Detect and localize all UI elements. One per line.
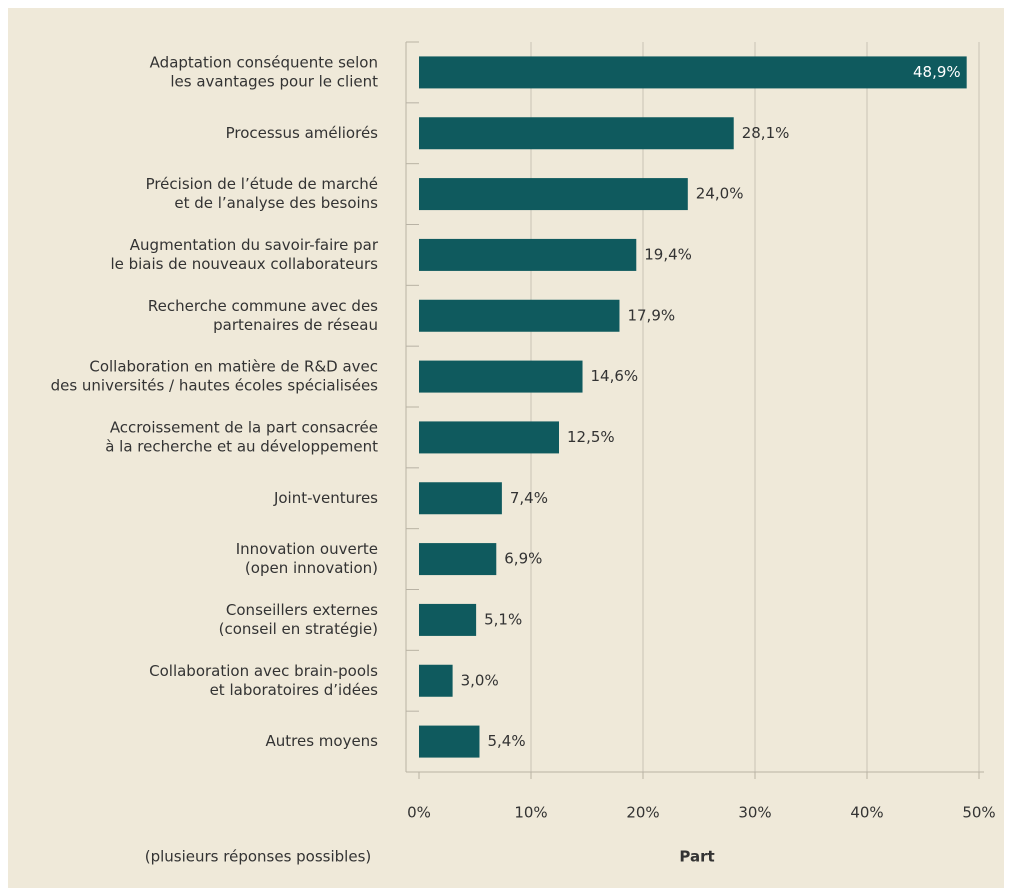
category-label: le biais de nouveaux collaborateurs [110, 255, 378, 273]
category-label: Conseillers externes [226, 601, 378, 619]
bar [419, 421, 559, 454]
value-label: 28,1% [742, 124, 790, 142]
value-label: 6,9% [504, 550, 542, 568]
value-label: 24,0% [696, 185, 744, 203]
category-label: (conseil en stratégie) [219, 620, 378, 638]
value-label: 7,4% [510, 489, 548, 507]
x-tick-label: 0% [407, 804, 431, 822]
value-label: 17,9% [627, 306, 675, 324]
category-label: les avantages pour le client [170, 72, 378, 90]
bar [419, 725, 480, 758]
note: (plusieurs réponses possibles) [145, 848, 372, 866]
category-label: Précision de l’étude de marché [146, 175, 378, 193]
category-label: Accroissement de la part consacrée [110, 418, 378, 436]
category-label: Joint-ventures [273, 489, 378, 507]
category-label: Collaboration en matière de R&D avec [89, 358, 378, 376]
bar [419, 360, 583, 393]
value-label: 14,6% [591, 367, 639, 385]
bar [419, 603, 477, 636]
category-label: Collaboration avec brain-pools [149, 662, 378, 680]
value-label: 3,0% [461, 671, 499, 689]
category-label: à la recherche et au développement [105, 437, 378, 455]
bar [419, 56, 967, 89]
x-tick-label: 30% [738, 804, 771, 822]
value-label: 19,4% [644, 245, 692, 263]
bar [419, 117, 734, 150]
value-label: 5,4% [487, 732, 525, 750]
x-tick-label: 20% [626, 804, 659, 822]
bar [419, 482, 502, 515]
category-label: et de l’analyse des besoins [174, 194, 378, 212]
category-label: Innovation ouverte [236, 540, 378, 558]
value-label: 48,9% [913, 63, 961, 81]
category-label: Adaptation conséquente selon [150, 53, 378, 71]
x-axis-label: Part [679, 848, 714, 866]
bar [419, 238, 637, 271]
bar [419, 178, 688, 211]
bar [419, 664, 453, 697]
category-label: partenaires de réseau [213, 316, 378, 334]
category-label: (open innovation) [245, 559, 378, 577]
category-label: Processus améliorés [226, 124, 379, 142]
bar [419, 543, 497, 576]
x-tick-label: 40% [850, 804, 883, 822]
x-tick-label: 10% [514, 804, 547, 822]
value-label: 12,5% [567, 428, 615, 446]
category-label: Autres moyens [265, 732, 378, 750]
category-label: des universités / hautes écoles spéciali… [51, 377, 379, 395]
bar [419, 299, 620, 332]
value-label: 5,1% [484, 610, 522, 628]
category-label: et laboratoires d’idées [210, 681, 379, 699]
category-label: Augmentation du savoir-faire par [130, 236, 379, 254]
category-label: Recherche commune avec des [148, 297, 378, 315]
x-tick-label: 50% [962, 804, 995, 822]
